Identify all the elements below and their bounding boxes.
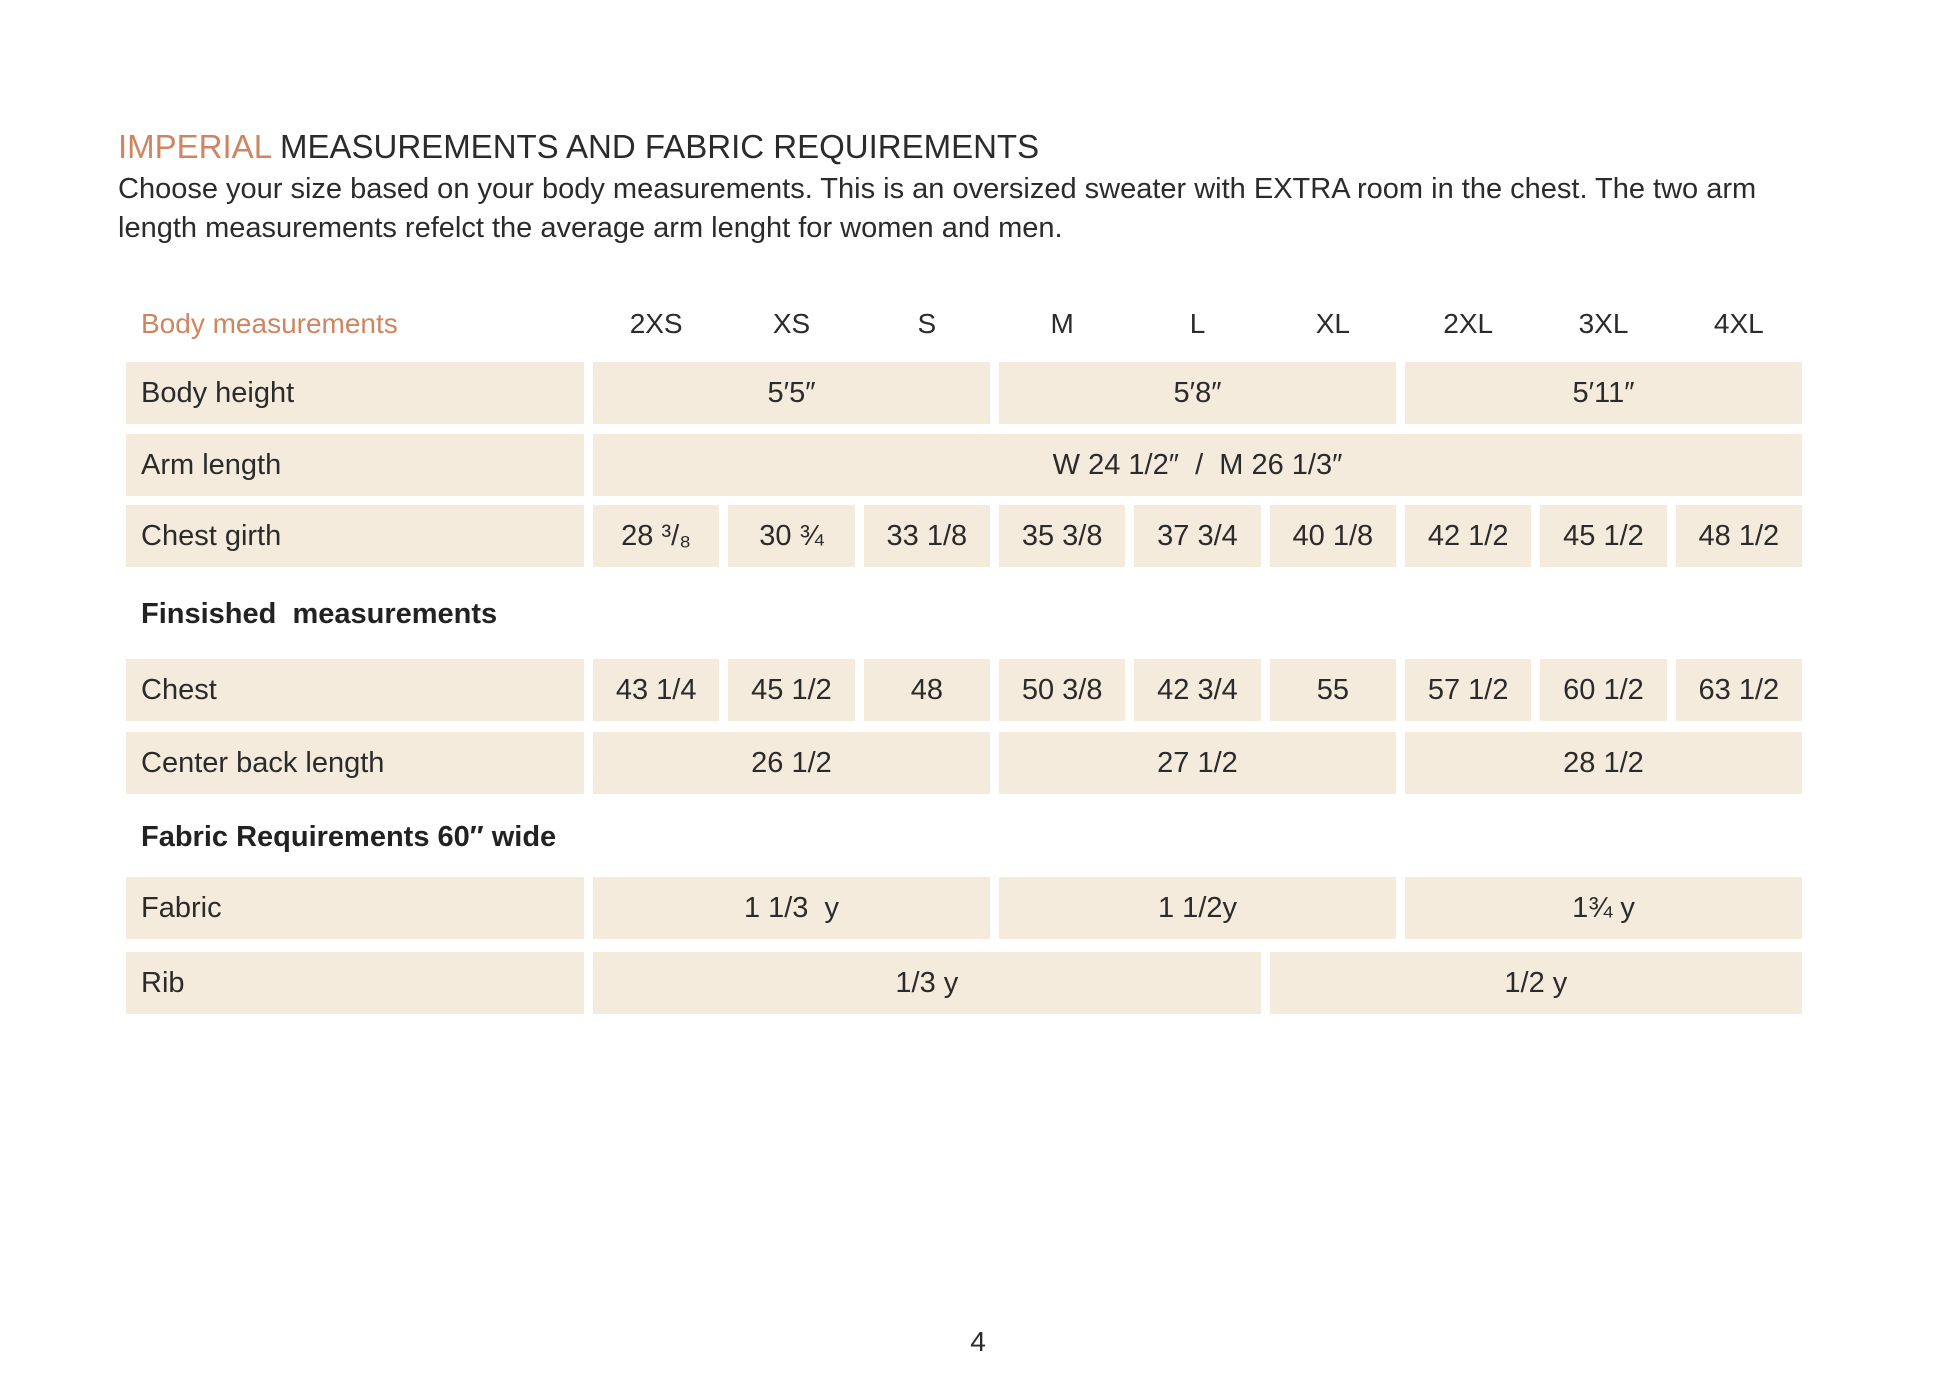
value-cell: 35 3/8	[999, 505, 1126, 567]
size-label: L	[1189, 308, 1206, 339]
value-cell: 30 ¾	[728, 505, 855, 567]
value-cell: 57 1/2	[1405, 659, 1532, 721]
title: IMPERIAL MEASUREMENTS AND FABRIC REQUIRE…	[118, 128, 1039, 166]
value-cell: 43 1/4	[593, 659, 720, 721]
value-cell: 1/3 y	[593, 952, 1261, 1014]
table-row: Body height 5′5″ 5′8″ 5′11″	[126, 362, 1802, 424]
value-cell: W 24 1/2″ / M 26 1/3″	[593, 434, 1802, 496]
value-cell: 40 1/8	[1269, 505, 1396, 567]
size-label: 3XL	[1578, 308, 1629, 339]
value-cell: 1¾ y	[1405, 877, 1802, 939]
table-row: Chest girth 28 ³/₈ 30 ¾ 33 1/8 35 3/8 37 3/4 4…	[126, 505, 1802, 567]
value-cell: 1 1/2y	[999, 877, 1396, 939]
row-label: Chest	[126, 659, 584, 721]
row-label: Body height	[126, 362, 584, 424]
size-header-row: Body measurements 2XS XS S M L XL 2XL 3XL 4XL	[126, 293, 1802, 355]
row-label: Rib	[126, 952, 584, 1014]
header-label: Body measurements	[141, 308, 398, 339]
value-cell: 37 3/4	[1134, 505, 1261, 567]
size-label: M	[1050, 308, 1074, 339]
section-heading: Fabric Requirements 60″ wide	[141, 821, 557, 853]
value-cell: 42 3/4	[1134, 659, 1261, 721]
size-label: XS	[772, 308, 811, 339]
value-cell: 26 1/2	[593, 732, 990, 794]
value-cell: 28 ³/₈	[593, 505, 720, 567]
table-row: Center back length 26 1/2 27 1/2 28 1/2	[126, 732, 1802, 794]
size-label: XL	[1315, 308, 1350, 339]
value-cell: 45 1/2	[1540, 505, 1667, 567]
table-row: Arm length W 24 1/2″ / M 26 1/3″	[126, 434, 1802, 496]
value-cell: 5′11″	[1405, 362, 1802, 424]
value-cell: 50 3/8	[999, 659, 1126, 721]
page-number: 4	[970, 1326, 986, 1357]
size-label: S	[917, 308, 937, 339]
value-cell: 63 1/2	[1675, 659, 1802, 721]
table-row: Chest 43 1/4 45 1/2 48 50 3/8 42 3/4 55 57 1/2 6…	[126, 659, 1802, 721]
value-cell: 55	[1269, 659, 1396, 721]
size-label: 4XL	[1713, 308, 1764, 339]
value-cell: 33 1/8	[863, 505, 990, 567]
title-text: MEASUREMENTS AND FABRIC REQUIREMENTS	[280, 128, 1040, 165]
value-cell: 45 1/2	[728, 659, 855, 721]
value-cell: 5′8″	[999, 362, 1396, 424]
size-label: 2XS	[629, 308, 683, 339]
value-cell: 5′5″	[593, 362, 990, 424]
value-cell: 1/2 y	[1269, 952, 1802, 1014]
value-cell: 28 1/2	[1405, 732, 1802, 794]
title-highlight: IMPERIAL	[118, 128, 271, 165]
section-heading: Finsished measurements	[141, 598, 498, 630]
value-cell: 60 1/2	[1540, 659, 1667, 721]
row-label: Center back length	[126, 732, 584, 794]
value-cell: 1 1/3 y	[593, 877, 990, 939]
value-cell: 48	[863, 659, 990, 721]
size-label: 2XL	[1443, 308, 1494, 339]
row-label: Chest girth	[126, 505, 584, 567]
row-label: Fabric	[126, 877, 584, 939]
row-label: Arm length	[126, 434, 584, 496]
table-row: Rib 1/3 y 1/2 y	[126, 952, 1802, 1014]
value-cell: 27 1/2	[999, 732, 1396, 794]
value-cell: 42 1/2	[1405, 505, 1532, 567]
value-cell: 48 1/2	[1675, 505, 1802, 567]
intro: Choose your size based on your body meas…	[118, 173, 1757, 244]
